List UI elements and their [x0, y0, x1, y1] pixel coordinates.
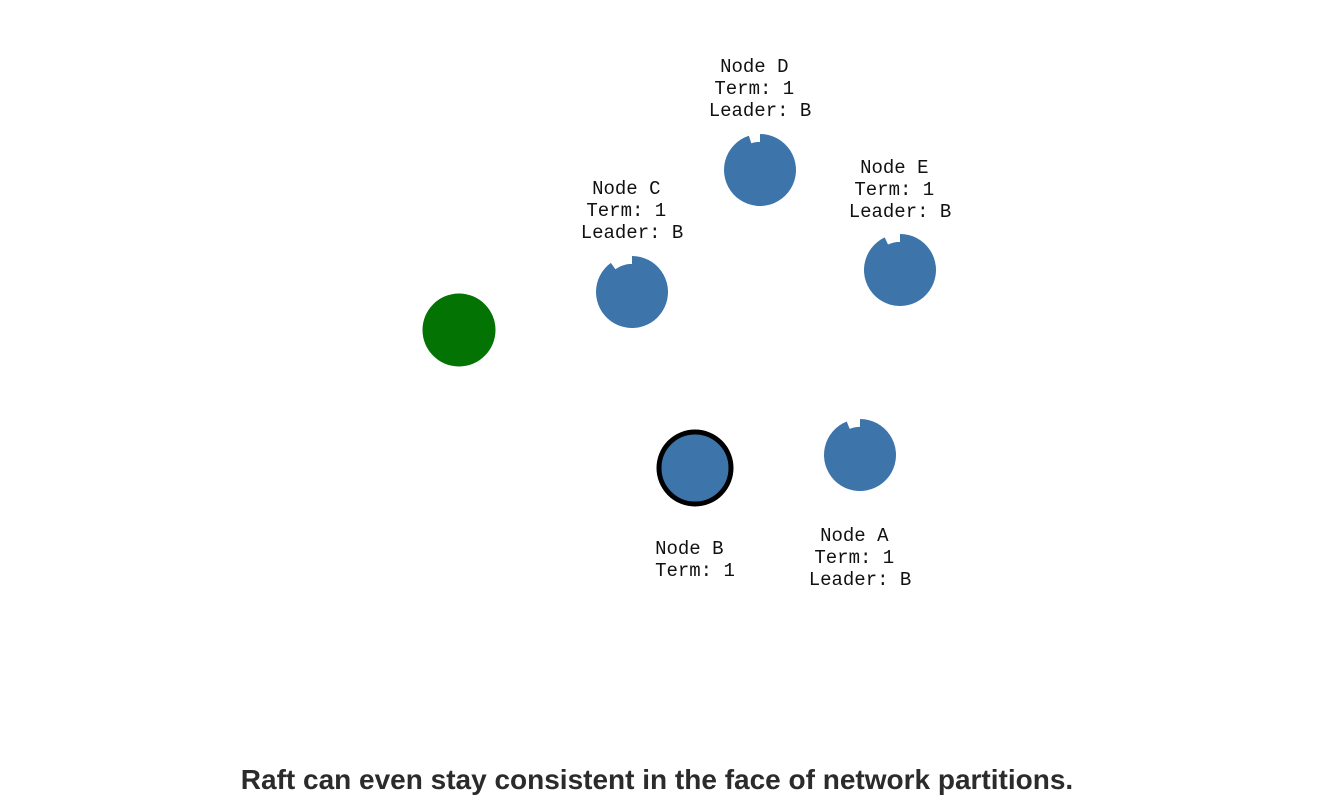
node-b-name: Node B — [655, 538, 723, 560]
node-c-term: Term: 1 — [586, 200, 666, 222]
node-c-label: Node C Term: 1 Leader: B — [581, 178, 684, 244]
node-d-leader: Leader: B — [709, 100, 812, 122]
node-d-term: Term: 1 — [714, 78, 794, 100]
node-a-term: Term: 1 — [814, 547, 894, 569]
node-b-circle-icon — [656, 429, 734, 507]
client-circle-icon[interactable] — [422, 293, 496, 367]
node-c-leader: Leader: B — [581, 222, 684, 244]
node-a-circle-icon — [823, 419, 896, 492]
node-a[interactable]: Node A Term: 1 Leader: B — [809, 419, 912, 591]
node-c-name: Node C — [592, 178, 660, 200]
node-d-circle-icon — [724, 134, 796, 206]
node-e-circle-icon — [863, 234, 936, 306]
node-c[interactable]: Node C Term: 1 Leader: B — [581, 178, 684, 329]
node-d-name: Node D — [720, 56, 788, 78]
node-b-term: Term: 1 — [655, 560, 735, 582]
node-a-name: Node A — [820, 525, 889, 547]
node-d[interactable]: Node D Term: 1 Leader: B — [709, 56, 812, 206]
node-e[interactable]: Node E Term: 1 Leader: B — [849, 157, 952, 306]
node-e-term: Term: 1 — [854, 179, 934, 201]
caption: Raft can even stay consistent in the fac… — [240, 764, 1074, 795]
node-c-circle-icon — [595, 256, 668, 329]
node-b-label: Node B Term: 1 — [655, 538, 735, 582]
node-e-leader: Leader: B — [849, 201, 952, 223]
node-d-label: Node D Term: 1 Leader: B — [709, 56, 812, 122]
node-e-name: Node E — [860, 157, 928, 179]
node-a-leader: Leader: B — [809, 569, 912, 591]
node-e-label: Node E Term: 1 Leader: B — [849, 157, 952, 223]
node-b[interactable]: Node B Term: 1 — [655, 429, 735, 582]
node-a-label: Node A Term: 1 Leader: B — [809, 525, 912, 591]
